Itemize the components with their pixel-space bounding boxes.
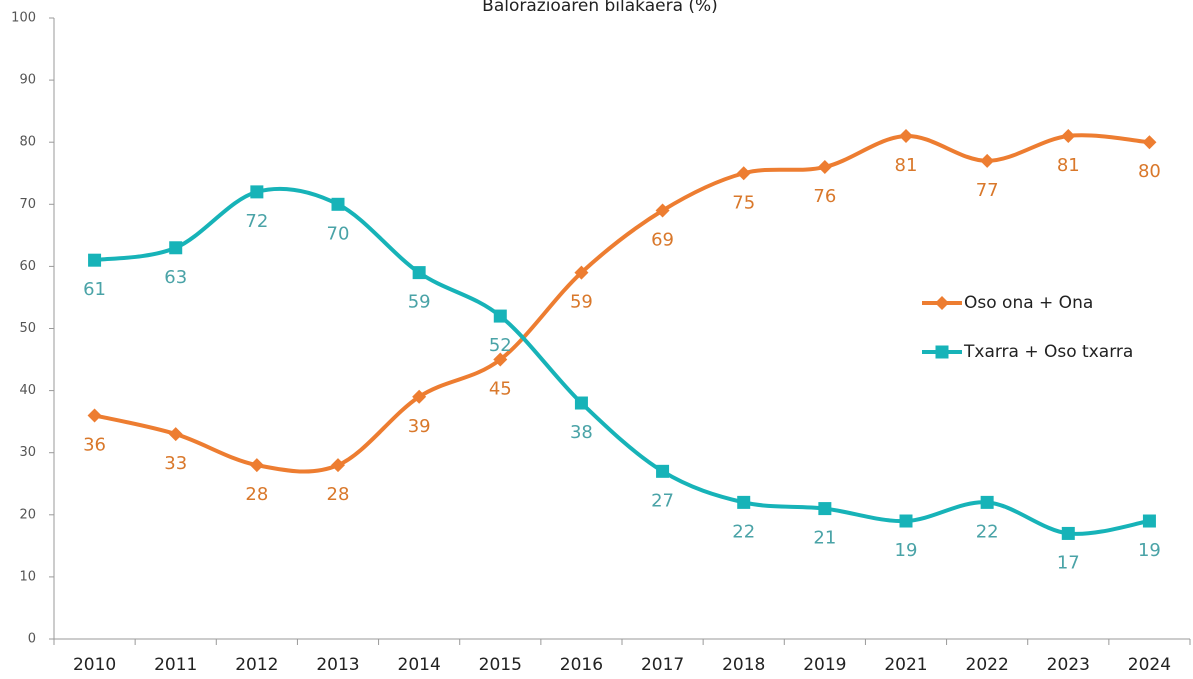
data-point [331, 197, 345, 211]
chart-title: Balorazioaren bilakaera (%) [482, 0, 718, 16]
data-label: 28 [245, 484, 268, 505]
x-tick-label: 2018 [722, 655, 765, 675]
data-point [88, 253, 102, 267]
data-label: 61 [83, 279, 106, 300]
data-point [249, 458, 264, 473]
legend-marker [935, 345, 949, 359]
x-tick-label: 2023 [1047, 655, 1090, 675]
data-point [1142, 135, 1157, 150]
data-point [250, 185, 264, 199]
x-tick-label: 2011 [154, 655, 197, 675]
data-label: 63 [164, 267, 187, 288]
x-tick-label: 2010 [73, 655, 116, 675]
data-point [412, 266, 426, 280]
y-tick-label: 60 [19, 259, 36, 274]
data-label: 39 [408, 416, 431, 437]
x-tick-label: 2021 [884, 655, 927, 675]
x-tick-label: 2015 [479, 655, 522, 675]
data-point [656, 464, 670, 478]
data-point [574, 396, 588, 410]
x-tick-label: 2012 [235, 655, 278, 675]
data-label: 72 [245, 211, 268, 232]
x-tick-label: 2017 [641, 655, 684, 675]
y-tick-label: 50 [19, 321, 36, 336]
data-label: 17 [1057, 552, 1080, 573]
data-label: 76 [813, 186, 836, 207]
data-point [736, 166, 751, 181]
data-point [493, 309, 507, 323]
data-point [412, 389, 427, 404]
data-point [899, 514, 913, 528]
data-point [980, 153, 995, 168]
legend-marker [935, 296, 949, 310]
y-tick-label: 20 [19, 507, 36, 522]
data-point [493, 352, 508, 367]
data-point [818, 502, 832, 516]
data-point [655, 203, 670, 218]
data-label: 38 [570, 422, 593, 443]
data-label: 22 [976, 521, 999, 542]
data-point [168, 427, 183, 442]
data-label: 59 [408, 292, 431, 313]
x-tick-label: 2013 [316, 655, 359, 675]
x-tick-label: 2022 [966, 655, 1009, 675]
y-tick-label: 10 [19, 569, 36, 584]
data-label: 28 [327, 484, 350, 505]
data-label: 77 [976, 180, 999, 201]
data-point [899, 128, 913, 143]
data-label: 19 [1138, 540, 1161, 561]
data-point [737, 495, 751, 509]
data-point [1061, 526, 1075, 540]
data-label: 36 [83, 434, 106, 455]
data-point [169, 241, 183, 255]
data-label: 75 [732, 192, 755, 213]
y-tick-label: 0 [28, 632, 36, 647]
y-tick-label: 30 [19, 445, 36, 460]
data-point [980, 495, 994, 509]
data-label: 22 [732, 521, 755, 542]
y-tick-label: 90 [19, 73, 36, 88]
data-label: 59 [570, 292, 593, 313]
data-label: 70 [327, 223, 350, 244]
x-tick-label: 2024 [1128, 655, 1171, 675]
data-label: 81 [895, 155, 918, 176]
data-label: 19 [895, 540, 918, 561]
data-point [331, 458, 345, 473]
x-tick-label: 2016 [560, 655, 603, 675]
data-label: 21 [813, 528, 836, 549]
data-label: 33 [164, 453, 187, 474]
legend-label: Txarra + Oso txarra [963, 342, 1133, 362]
data-label: 45 [489, 379, 512, 400]
legend-label: Oso ona + Ona [964, 293, 1093, 313]
data-label: 81 [1057, 155, 1080, 176]
data-point [1142, 514, 1156, 528]
data-point [87, 408, 102, 423]
data-point [817, 160, 832, 175]
data-label: 27 [651, 490, 674, 511]
data-label: 69 [651, 230, 674, 251]
x-tick-label: 2014 [398, 655, 441, 675]
data-label: 80 [1138, 161, 1161, 182]
y-tick-label: 100 [11, 11, 36, 26]
y-tick-label: 80 [19, 135, 36, 150]
x-tick-label: 2019 [803, 655, 846, 675]
data-point [1061, 128, 1076, 143]
data-point [574, 265, 589, 280]
data-label: 52 [489, 335, 512, 356]
y-tick-label: 70 [19, 197, 36, 212]
series-line [94, 133, 1150, 474]
y-tick-label: 40 [19, 383, 36, 398]
